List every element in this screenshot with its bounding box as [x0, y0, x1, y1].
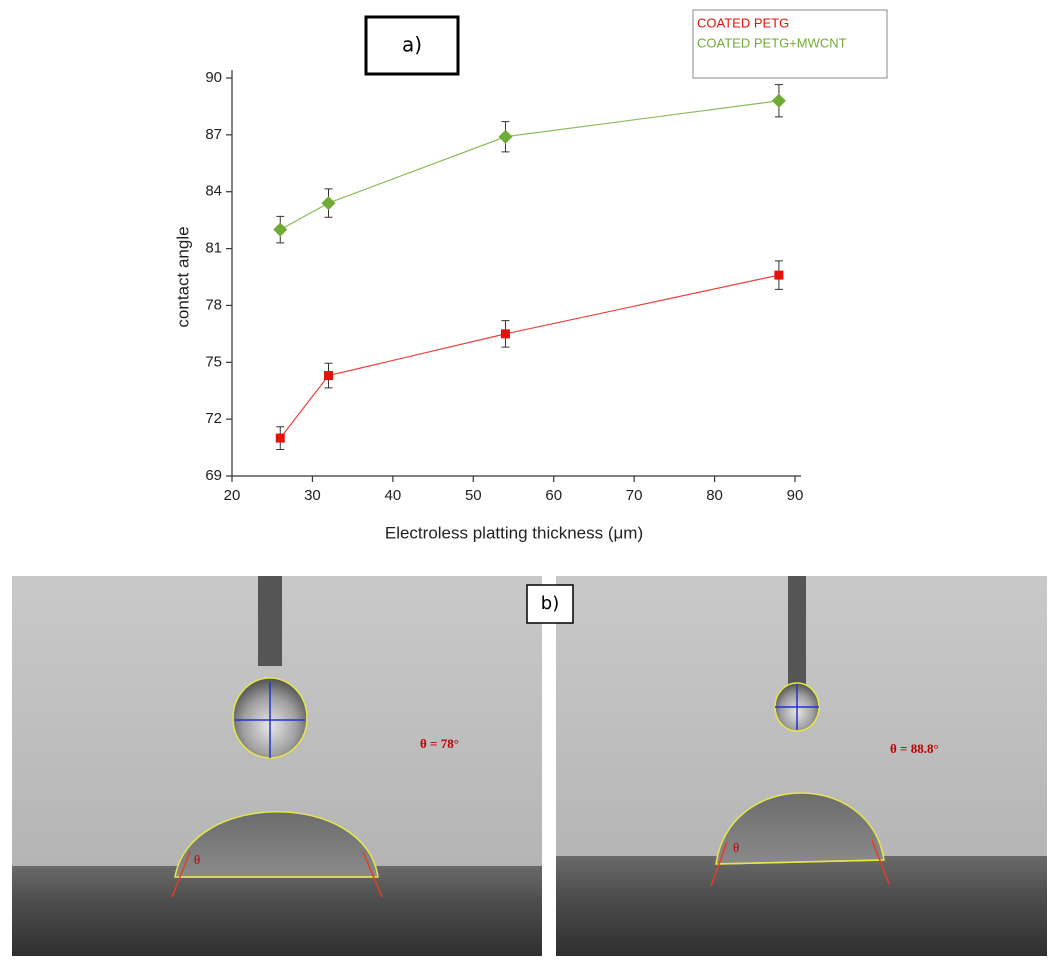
marker [500, 329, 510, 339]
y-tick-label: 78 [205, 296, 222, 313]
x-axis-label: Electroless platting thickness (μm) [385, 523, 643, 542]
y-tick-label: 72 [205, 410, 222, 427]
x-tick-label: 70 [626, 487, 643, 504]
marker [324, 371, 334, 381]
panel-label-box [364, 15, 460, 76]
marker [498, 129, 513, 144]
x-tick-label: 50 [465, 487, 482, 504]
marker [275, 433, 285, 443]
theta-label: θ [194, 852, 200, 867]
angle-label: θ = 78° [420, 736, 459, 751]
legend-label: COATED PETG [697, 15, 789, 30]
y-tick-label: 81 [205, 240, 222, 257]
x-tick-label: 90 [787, 487, 804, 504]
y-tick-label: 90 [205, 69, 222, 86]
photo-right: θ = 88.8° θ [556, 576, 1047, 956]
photo-left: θ = 78° θ [12, 576, 542, 956]
x-tick-label: 30 [304, 487, 321, 504]
legend-label: COATED PETG+MWCNT [697, 35, 847, 50]
series-line [279, 274, 780, 439]
series-line [279, 100, 779, 231]
y-tick-label: 75 [205, 353, 222, 370]
panel-label: a) [402, 33, 422, 57]
y-tick-label: 69 [205, 467, 222, 484]
y-tick-label: 87 [205, 126, 222, 143]
x-tick-label: 20 [224, 487, 241, 504]
angle-label: θ = 88.8° [890, 741, 939, 756]
x-tick-label: 60 [545, 487, 562, 504]
panel-label: b) [541, 593, 559, 614]
x-tick-label: 80 [706, 487, 723, 504]
theta-label: θ [733, 840, 739, 855]
marker [771, 93, 786, 108]
marker [321, 196, 336, 211]
y-axis-label: contact angle [173, 226, 192, 327]
x-tick-label: 40 [385, 487, 402, 504]
y-tick-label: 84 [205, 183, 222, 200]
marker [774, 270, 784, 280]
panel-label-box [526, 584, 574, 624]
marker [273, 222, 288, 237]
legend-box [692, 9, 888, 79]
